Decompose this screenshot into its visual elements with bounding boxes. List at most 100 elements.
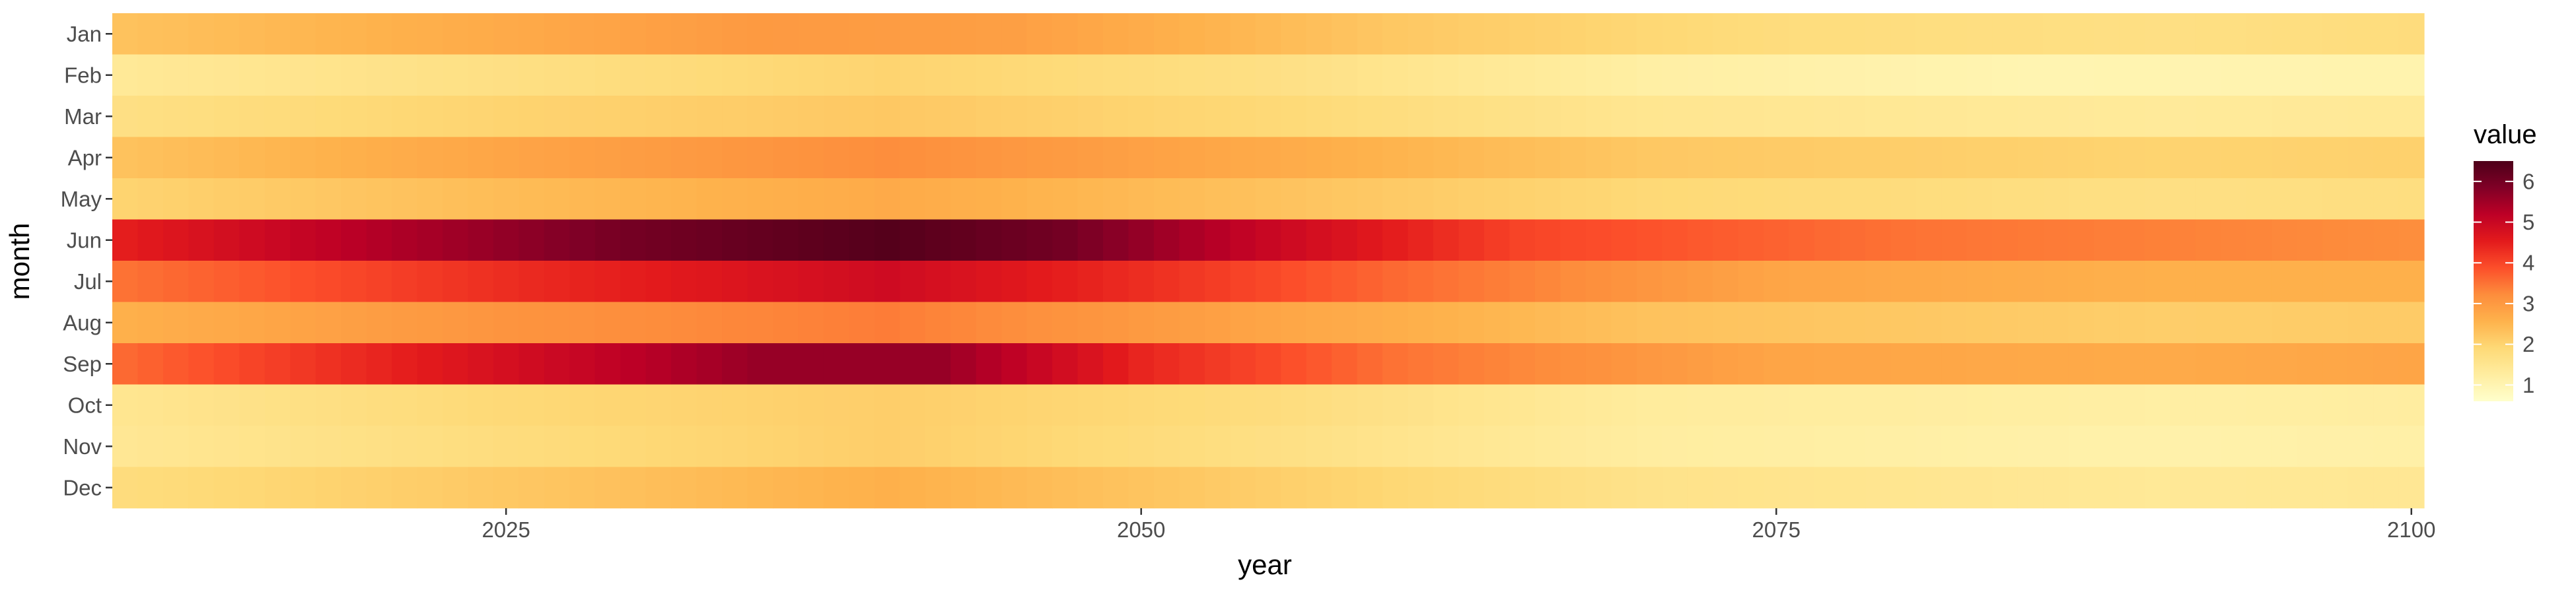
heatmap-tile: [645, 261, 672, 302]
heatmap-tile: [1890, 13, 1917, 55]
heatmap-tile: [1814, 467, 1840, 509]
heatmap-tile: [2119, 302, 2145, 344]
heatmap-tile: [696, 178, 723, 220]
heatmap-tile: [2221, 261, 2247, 302]
heatmap-tile: [1077, 178, 1104, 220]
heatmap-tile: [443, 96, 469, 137]
heatmap-tile: [1357, 219, 1383, 261]
heatmap-tile: [2297, 261, 2323, 302]
heatmap-tile: [1560, 426, 1587, 467]
heatmap-tile: [2144, 426, 2170, 467]
heatmap-tile: [950, 96, 977, 137]
heatmap-tile: [1255, 384, 1281, 426]
heatmap-tile: [1128, 54, 1155, 96]
heatmap-tile: [1433, 384, 1460, 426]
heatmap-tile: [2347, 426, 2374, 467]
heatmap-tile: [315, 261, 341, 302]
heatmap-tile: [1789, 467, 1815, 509]
heatmap-tile: [976, 219, 1002, 261]
heatmap-tile: [1458, 54, 1485, 96]
heatmap-tile: [1585, 137, 1612, 179]
heatmap-tile: [1915, 54, 1942, 96]
heatmap-tile: [823, 13, 849, 55]
heatmap-tile: [773, 13, 799, 55]
heatmap-tile: [1636, 467, 1663, 509]
heatmap-tile: [1611, 219, 1637, 261]
heatmap-tile: [671, 302, 698, 344]
heatmap-tile: [1077, 467, 1104, 509]
heatmap-tile: [2195, 261, 2221, 302]
heatmap-tile: [2195, 426, 2221, 467]
heatmap-tile: [2221, 384, 2247, 426]
heatmap-tile: [2272, 343, 2298, 385]
heatmap-tile: [569, 467, 596, 509]
heatmap-tile: [1814, 13, 1840, 55]
heatmap-tile: [671, 137, 698, 179]
heatmap-tile: [1865, 219, 1891, 261]
heatmap-tile: [239, 426, 266, 467]
heatmap-tile: [874, 219, 900, 261]
heatmap-tile: [2144, 302, 2170, 344]
heatmap-tile: [1738, 467, 1764, 509]
heatmap-tile: [900, 13, 926, 55]
heatmap-tile: [2246, 219, 2272, 261]
heatmap-tile: [874, 302, 900, 344]
heatmap-tile: [1764, 302, 1790, 344]
heatmap-tile: [1408, 467, 1434, 509]
heatmap-tile: [1764, 96, 1790, 137]
heatmap-tile: [443, 426, 469, 467]
heatmap-tile: [1433, 96, 1460, 137]
heatmap-tile: [1001, 426, 1028, 467]
heatmap-tile: [290, 261, 316, 302]
heatmap-tile: [722, 13, 748, 55]
heatmap-tile: [722, 467, 748, 509]
heatmap-tile: [1890, 261, 1917, 302]
heatmap-tile: [1662, 219, 1688, 261]
heatmap-tile: [1585, 178, 1612, 220]
heatmap-tile: [1738, 384, 1764, 426]
heatmap-tile: [1153, 13, 1180, 55]
heatmap-tile: [315, 467, 341, 509]
heatmap-tile: [2272, 219, 2298, 261]
heatmap-tile: [1509, 137, 1536, 179]
heatmap-tile: [976, 467, 1002, 509]
heatmap-tile: [1230, 426, 1256, 467]
heatmap-tile: [1840, 96, 1866, 137]
heatmap-tile: [773, 343, 799, 385]
heatmap-tile: [2347, 302, 2374, 344]
heatmap-tile: [2170, 178, 2196, 220]
heatmap-tile: [2119, 219, 2145, 261]
heatmap-tile: [2017, 13, 2044, 55]
heatmap-tile: [1052, 261, 1079, 302]
heatmap-tile: [2195, 96, 2221, 137]
heatmap-tile: [696, 96, 723, 137]
heatmap-tile: [1636, 426, 1663, 467]
heatmap-tile: [1179, 178, 1205, 220]
heatmap-tile: [569, 13, 596, 55]
heatmap-tile: [2043, 13, 2069, 55]
heatmap-tile: [341, 302, 367, 344]
heatmap-tile: [493, 426, 519, 467]
heatmap-tile: [2373, 261, 2400, 302]
heatmap-tile: [798, 261, 824, 302]
heatmap-tile: [1357, 178, 1383, 220]
heatmap-tile: [1306, 13, 1332, 55]
heatmap-tile: [569, 384, 596, 426]
heatmap-tile: [1992, 302, 2019, 344]
heatmap-tile: [1585, 54, 1612, 96]
heatmap-tile: [2094, 96, 2120, 137]
heatmap-tile: [519, 96, 545, 137]
heatmap-tile: [671, 467, 698, 509]
heatmap-tile: [315, 384, 341, 426]
heatmap-tile: [1306, 54, 1332, 96]
y-tick-label: Sep: [63, 352, 102, 376]
heatmap-tile: [696, 343, 723, 385]
heatmap-tile: [162, 384, 189, 426]
heatmap-tile: [1915, 261, 1942, 302]
heatmap-tile: [1585, 261, 1612, 302]
heatmap-tile: [264, 178, 291, 220]
heatmap-tile: [1534, 13, 1561, 55]
heatmap-tile: [1128, 261, 1155, 302]
heatmap-tile: [2398, 13, 2425, 55]
heatmap-tile: [2017, 219, 2044, 261]
